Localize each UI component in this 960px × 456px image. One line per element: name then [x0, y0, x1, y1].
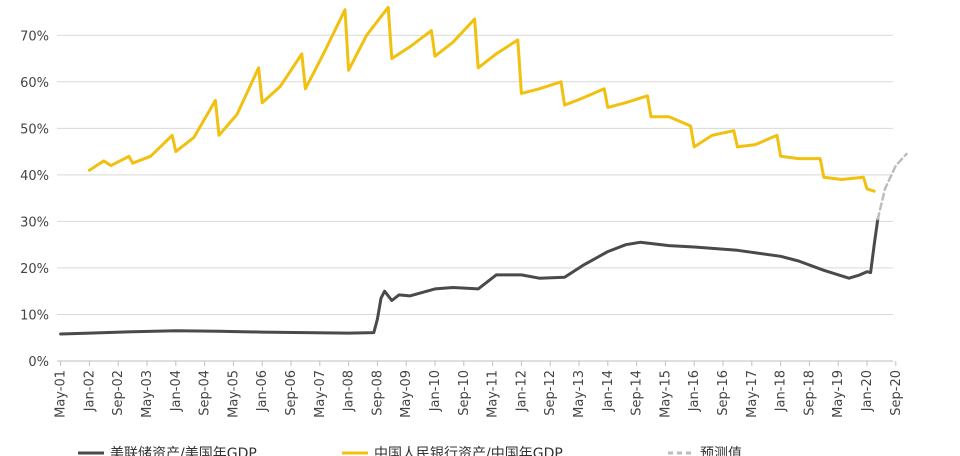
- series-line-1: [59, 217, 880, 336]
- x-tick-label: May-11: [486, 370, 501, 418]
- y-tick-label: 20%: [20, 262, 49, 277]
- x-tick-label: Sep-14: [630, 370, 645, 416]
- x-tick-label: Sep-18: [802, 370, 817, 416]
- y-tick-label: 60%: [20, 76, 49, 91]
- x-tick-label: Jan-18: [774, 370, 789, 412]
- x-tick-label: Sep-10: [457, 370, 472, 416]
- x-tick-label: Jan-12: [514, 370, 529, 412]
- y-tick-label: 50%: [20, 122, 49, 137]
- legend-label-3: 预测值: [700, 446, 742, 456]
- x-tick-label: Jan-14: [601, 370, 616, 412]
- series-lines: [59, 5, 908, 336]
- x-tick-label: Sep-20: [889, 370, 904, 416]
- y-tick-label: 0%: [28, 355, 49, 370]
- x-tick-label: Sep-08: [370, 370, 385, 416]
- y-tick-label: 70%: [20, 29, 49, 44]
- x-tick-label: Sep-16: [716, 370, 731, 416]
- x-tick-label: Jan-04: [169, 370, 184, 412]
- series-line-2: [87, 5, 876, 193]
- series-line-3: [876, 152, 908, 221]
- gridlines: [57, 34, 893, 362]
- x-tick-label: Jan-20: [860, 370, 875, 412]
- x-tick-label: Jan-08: [342, 370, 357, 412]
- x-tick-label: Jan-10: [428, 370, 443, 412]
- x-tick-label: Sep-02: [111, 370, 126, 416]
- x-tick-label: May-07: [313, 370, 328, 418]
- legend-label-2: 中国人民银行资产/中国年GDP: [374, 446, 563, 456]
- legend-label-1: 美联储资产/美国年GDP: [110, 446, 257, 456]
- x-tick-label: May-09: [399, 370, 414, 418]
- legend: 美联储资产/美国年GDP 中国人民银行资产/中国年GDP 预测值: [78, 446, 742, 456]
- x-tick-label: May-01: [54, 370, 69, 418]
- x-tick-label: Jan-16: [687, 370, 702, 412]
- y-tick-label: 10%: [20, 308, 49, 323]
- x-tick-label: Jan-06: [255, 370, 270, 412]
- x-tick-label: May-05: [226, 370, 241, 418]
- x-tick-label: Jan-02: [82, 370, 97, 412]
- x-tick-label: Sep-12: [543, 370, 558, 416]
- x-tick-label: Sep-06: [284, 370, 299, 416]
- x-tick-label: May-03: [140, 370, 155, 418]
- y-tick-label: 30%: [20, 215, 49, 230]
- x-tick-label: Sep-04: [198, 370, 213, 416]
- y-axis: 0% 10% 20% 30% 40% 50% 60% 70%: [20, 29, 49, 370]
- x-axis: May-01 Jan-02 Sep-02 May-03 Jan-04 Sep-04 May-…: [54, 361, 904, 418]
- x-tick-label: May-19: [831, 370, 846, 418]
- x-tick-label: May-15: [658, 370, 673, 418]
- x-tick-label: May-13: [572, 370, 587, 418]
- y-tick-label: 40%: [20, 169, 49, 184]
- x-tick-label: May-17: [745, 370, 760, 418]
